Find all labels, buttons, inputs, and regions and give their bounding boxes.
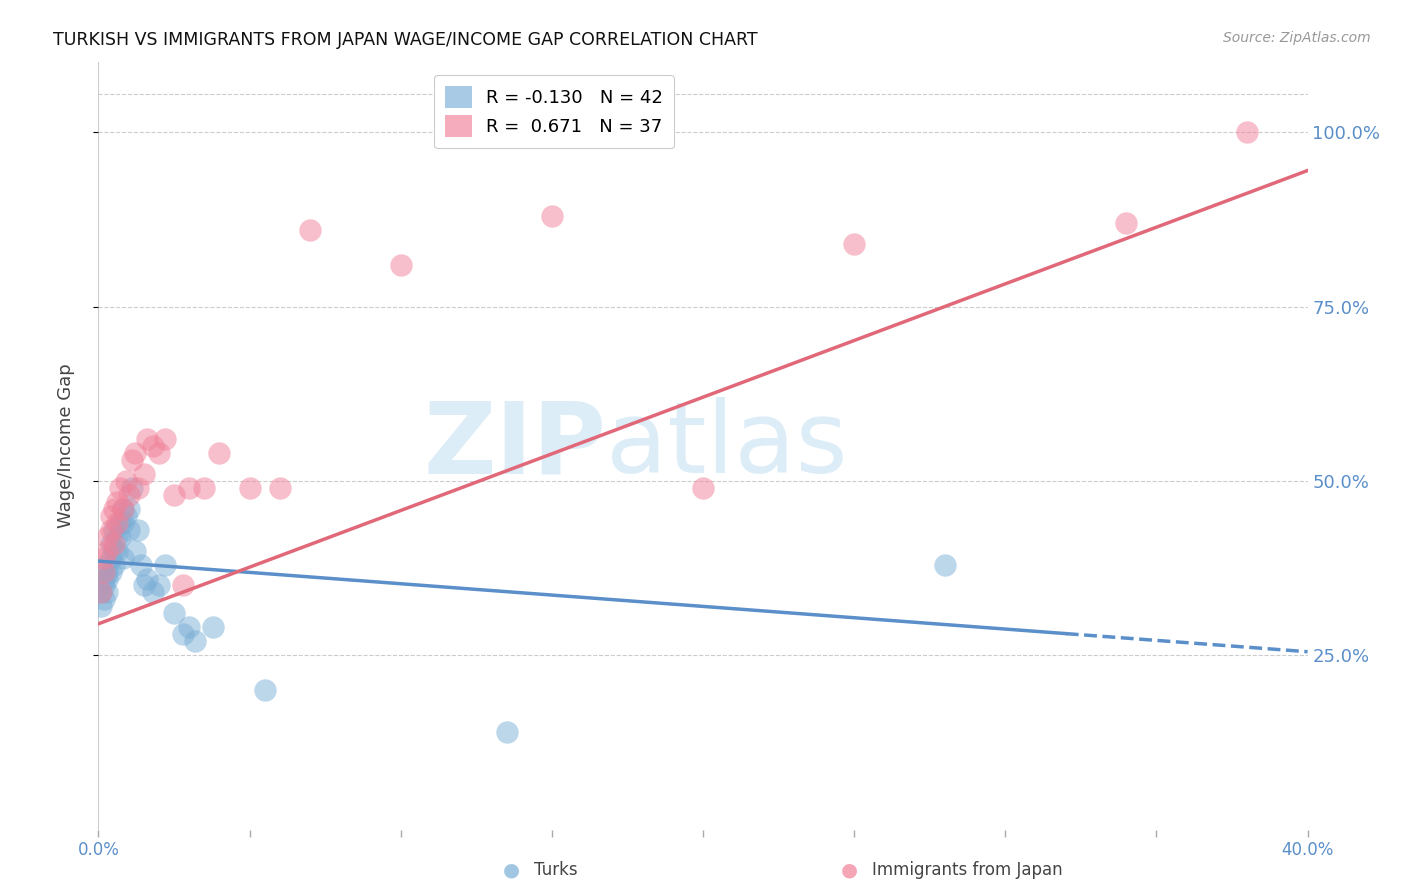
Point (495, 725, 517, 739)
Point (111, 501, 134, 516)
Point (179, 620, 201, 634)
Point (108, 530, 131, 544)
Point (114, 474, 136, 488)
Point (103, 558, 125, 572)
Point (90, 585, 112, 599)
Point (129, 558, 152, 572)
Point (96, 530, 118, 544)
Point (105, 543, 128, 558)
Point (105, 495, 128, 509)
Point (299, 223, 322, 237)
Point (103, 543, 125, 558)
Point (105, 516, 128, 530)
Point (208, 446, 231, 460)
Point (844, 236, 866, 251)
Point (202, 620, 225, 634)
Point (239, 481, 262, 495)
Text: TURKISH VS IMMIGRANTS FROM JAPAN WAGE/INCOME GAP CORRELATION CHART: TURKISH VS IMMIGRANTS FROM JAPAN WAGE/IN… (53, 31, 758, 49)
Point (103, 536, 125, 550)
Point (111, 501, 134, 516)
Point (692, 481, 714, 495)
Point (172, 627, 194, 641)
Point (153, 558, 176, 572)
Text: ZIP: ZIP (423, 398, 606, 494)
Point (1115, 216, 1137, 230)
Point (111, 550, 134, 565)
Point (96, 572, 118, 586)
Point (111, 516, 134, 530)
Point (269, 481, 291, 495)
Point (135, 432, 157, 446)
Point (148, 578, 170, 592)
Point (934, 558, 956, 572)
Point (100, 565, 122, 579)
Point (100, 523, 122, 537)
Point (103, 523, 125, 537)
Point (96, 543, 118, 558)
Point (163, 607, 186, 621)
Point (118, 501, 141, 516)
Point (193, 481, 215, 495)
Point (118, 488, 141, 502)
Point (540, 209, 562, 223)
Point (132, 467, 155, 481)
Text: Turks: Turks (534, 861, 578, 879)
Point (172, 578, 194, 592)
Point (93, 572, 115, 586)
Point (103, 501, 125, 516)
Point (179, 481, 201, 495)
Text: Immigrants from Japan: Immigrants from Japan (872, 861, 1063, 879)
Legend: R = -0.130   N = 42, R =  0.671   N = 37: R = -0.130 N = 42, R = 0.671 N = 37 (434, 75, 673, 148)
Point (127, 523, 149, 537)
Point (121, 481, 143, 495)
Point (142, 585, 165, 599)
Point (90, 585, 112, 599)
Point (90, 599, 112, 614)
Point (124, 543, 146, 558)
Point (100, 550, 122, 565)
Text: ●: ● (841, 860, 858, 880)
Point (121, 453, 143, 467)
Point (108, 516, 131, 530)
Point (93, 592, 115, 607)
Text: Source: ZipAtlas.com: Source: ZipAtlas.com (1223, 31, 1371, 45)
Point (163, 488, 186, 502)
Point (93, 565, 115, 579)
Point (100, 508, 122, 523)
Point (100, 536, 122, 550)
Y-axis label: Wage/Income Gap: Wage/Income Gap (56, 364, 75, 528)
Point (127, 481, 149, 495)
Point (124, 446, 146, 460)
Text: atlas: atlas (606, 398, 848, 494)
Point (118, 523, 141, 537)
Point (253, 683, 276, 698)
Point (96, 558, 118, 572)
Point (114, 508, 136, 523)
Point (105, 530, 128, 544)
Text: ●: ● (503, 860, 520, 880)
Point (184, 634, 207, 648)
Point (132, 578, 155, 592)
Point (153, 432, 176, 446)
Point (96, 565, 118, 579)
Point (1236, 125, 1258, 139)
Point (142, 439, 165, 453)
Point (148, 446, 170, 460)
Point (108, 481, 131, 495)
Point (93, 578, 115, 592)
Point (96, 585, 118, 599)
Point (135, 572, 157, 586)
Point (389, 258, 412, 272)
Point (93, 550, 115, 565)
